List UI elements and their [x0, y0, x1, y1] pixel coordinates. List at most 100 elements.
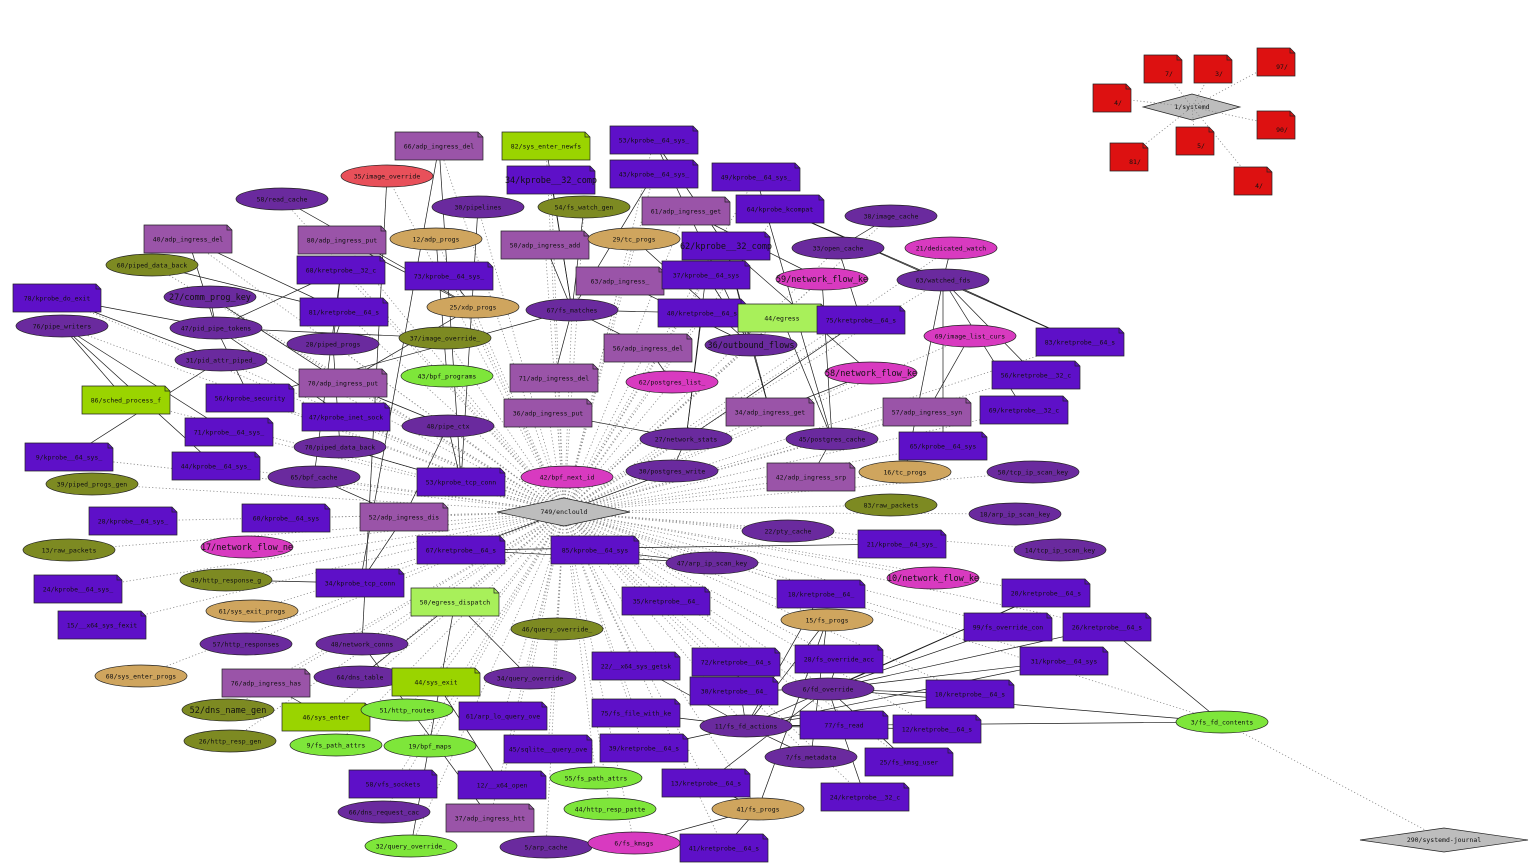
systemd-child-node[interactable]: 81/ [1109, 142, 1149, 172]
graph-node-program[interactable]: 34/kprobe__32_comp [505, 165, 597, 195]
graph-node-program[interactable]: 76/adp_ingress_has [221, 668, 311, 698]
graph-node-program[interactable]: 99/fs_override_con [963, 612, 1053, 642]
graph-node-map[interactable]: 48/network_conns [315, 632, 409, 656]
graph-node-map[interactable]: 6/fs_kmsgs [587, 831, 681, 855]
graph-node-map[interactable]: 44/http_resp_patte [563, 797, 657, 821]
graph-node-program[interactable]: 50/adp_ingress_add [500, 230, 590, 260]
graph-node-program[interactable]: 15/__x64_sys_fexit [57, 610, 147, 640]
graph-node-map[interactable]: 52/dns_name_gen [181, 698, 275, 722]
graph-node-map[interactable]: 76/pipe_writers [15, 314, 109, 338]
graph-node-map[interactable]: 83/raw_packets [844, 493, 938, 517]
graph-node-program[interactable]: 71/adp_ingress_del [509, 363, 599, 393]
graph-node-program[interactable]: 58/vfs_sockets [348, 769, 438, 799]
graph-node-map[interactable]: 22/pty_cache [741, 519, 835, 543]
graph-node-program[interactable]: 41/kretprobe__64_s [679, 833, 769, 863]
systemd-child-node[interactable]: 4/ [1092, 83, 1132, 113]
graph-node-map[interactable]: 39/piped_progs_gen [45, 472, 139, 496]
graph-node-program[interactable]: 22/__x64_sys_getsk [591, 651, 681, 681]
graph-node-program[interactable]: 62/kprobe__32_comp [680, 231, 772, 261]
graph-node-program[interactable]: 47/kprobe_inet_sock [301, 402, 391, 432]
graph-node-program[interactable]: 39/kretprobe__64_s [599, 733, 689, 763]
graph-node-program[interactable]: 43/kprobe__64_sys_ [609, 159, 699, 189]
graph-node-program[interactable]: 37/adp_ingress_htt [445, 803, 535, 833]
graph-node-map[interactable]: 51/http_routes [360, 698, 454, 722]
graph-node-map[interactable]: 6/fd_override [781, 677, 875, 701]
graph-node-map[interactable]: 28/piped_progs [286, 332, 380, 356]
graph-node-program[interactable]: 34/adp_ingress_get [725, 397, 815, 427]
graph-node-program[interactable]: 69/kretprobe__32_c [979, 395, 1069, 425]
graph-node-program[interactable]: 56/kprobe_security [205, 383, 295, 413]
graph-node-map[interactable]: 61/sys_exit_progs [205, 599, 299, 623]
graph-node-map[interactable]: 38/image_cache [844, 204, 938, 228]
graph-node-program[interactable]: 70/adp_ingress_put [298, 368, 388, 398]
graph-node-map[interactable]: 27/comm_prog_key [163, 285, 257, 309]
graph-node-program[interactable]: 67/kretprobe__64_s [416, 535, 506, 565]
graph-node-program[interactable]: 57/adp_ingress_syn [882, 397, 972, 427]
graph-node-program[interactable]: 66/adp_ingress_del [394, 131, 484, 161]
graph-node-map[interactable]: 60/piped_data_back [105, 253, 199, 277]
graph-node-map[interactable]: 48/pipe_ctx [401, 414, 495, 438]
graph-node-map[interactable]: 65/bpf_cache [267, 465, 361, 489]
graph-node-program[interactable]: 53/kprobe__64_sys_ [609, 125, 699, 155]
graph-node-program[interactable]: 44/kprobe__64_sys_ [171, 451, 261, 481]
graph-node-program[interactable]: 18/kretprobe__64_ [776, 579, 866, 609]
graph-node-program[interactable]: 75/kretprobe__64_s [816, 305, 906, 335]
graph-node-map[interactable]: 26/http_resp_gen [183, 729, 277, 753]
graph-node-map[interactable]: 70/piped_data_back [293, 435, 387, 459]
hub-enclould[interactable]: 749/enclould [496, 497, 631, 527]
graph-node-program[interactable]: 40/kretprobe__64_s [657, 298, 747, 328]
graph-node-program[interactable]: 49/kprobe__64_sys_ [711, 162, 801, 192]
graph-node-map[interactable]: 45/postgres_cache [785, 427, 879, 451]
graph-node-program[interactable]: 61/adp_ingress_get [641, 196, 731, 226]
graph-node-program[interactable]: 53/kprobe_tcp_conn [416, 467, 506, 497]
graph-node-program[interactable]: 83/kretprobe__64_s [1035, 327, 1125, 357]
graph-node-program[interactable]: 36/adp_ingress_put [503, 398, 593, 428]
graph-node-program[interactable]: 68/kretprobe__32_c [296, 255, 386, 285]
graph-node-map[interactable]: 16/tc_progs [858, 460, 952, 484]
graph-node-program[interactable]: 34/kprobe_tcp_conn [315, 568, 405, 598]
graph-node-program[interactable]: 20/kretprobe__64_s [1001, 578, 1091, 608]
graph-node-map[interactable]: 19/bpf_maps [383, 734, 477, 758]
graph-node-map[interactable]: 33/open_cache [791, 236, 885, 260]
graph-node-program[interactable]: 10/kretprobe__64_s [925, 679, 1015, 709]
graph-node-map[interactable]: 31/pid_attr_piped_ [174, 348, 268, 372]
graph-node-map[interactable]: 7/fs_metadata [764, 745, 858, 769]
systemd-child-node[interactable]: 7/ [1143, 54, 1183, 84]
graph-node-program[interactable]: 28/fs_override_acc [794, 644, 884, 674]
graph-node-program[interactable]: 80/adp_ingress_put [297, 225, 387, 255]
graph-node-map[interactable]: 14/tcp_ip_scan_key [1013, 538, 1107, 562]
graph-node-program[interactable]: 12/kretprobe__64_s [892, 714, 982, 744]
graph-node-program[interactable]: 25/fs_kmsg_user [864, 747, 954, 777]
graph-node-map[interactable]: 30/pipelines [431, 195, 525, 219]
graph-node-map[interactable]: 67/fs_matches [525, 298, 619, 322]
graph-node-map[interactable]: 47/arp_ip_scan_key [665, 551, 759, 575]
graph-node-map[interactable]: 35/image_override [340, 164, 434, 188]
graph-node-program[interactable]: 63/adp_ingress_ [575, 266, 665, 296]
graph-node-map[interactable]: 18/arp_ip_scan_key [968, 502, 1062, 526]
graph-node-program[interactable]: 61/arp_lo_query_ove [458, 701, 548, 731]
graph-node-map[interactable]: 54/fs_watch_gen [537, 195, 631, 219]
graph-node-map[interactable]: 66/dns_request_cac [337, 800, 431, 824]
graph-node-program[interactable]: 52/adp_ingress_dis [359, 502, 449, 532]
graph-node-program[interactable]: 28/kprobe__64_sys_ [88, 506, 178, 536]
graph-node-map[interactable]: 69/image_list_curs [923, 324, 1017, 348]
graph-node-map[interactable]: 21/dedicated_watch [904, 236, 998, 260]
graph-node-program[interactable]: 31/kprobe__64_sys [1019, 646, 1109, 676]
graph-node-program[interactable]: 71/kprobe__64_sys_ [184, 417, 274, 447]
graph-node-program[interactable]: 45/sqlite__query_ove [503, 734, 593, 764]
graph-node-program[interactable]: 60/kprobe__64_sys [241, 503, 331, 533]
graph-node-program[interactable]: 50/egress_dispatch [410, 587, 500, 617]
graph-node-map[interactable]: 34/query_override [483, 666, 577, 690]
graph-node-map[interactable]: 11/fs_fd_actions [699, 714, 793, 738]
graph-node-program[interactable]: 73/kprobe__64_sys_ [404, 261, 494, 291]
graph-node-program[interactable]: 44/egress [737, 303, 827, 333]
graph-node-program[interactable]: 86/sched_process_f [81, 385, 171, 415]
graph-node-map[interactable]: 36/outbound_flows [704, 333, 798, 357]
graph-node-map[interactable]: 30/postgres_write [625, 459, 719, 483]
graph-node-map[interactable]: 37/image_override_ [398, 326, 492, 350]
hub-systemd-journal[interactable]: 290/systemd-journal [1359, 827, 1529, 853]
graph-node-map[interactable]: 49/http_response_g [179, 568, 273, 592]
graph-node-program[interactable]: 82/sys_enter_newfs [501, 131, 591, 161]
graph-node-program[interactable]: 40/adp_ingress_del [143, 224, 233, 254]
graph-node-program[interactable]: 77/fs_read [799, 710, 889, 740]
